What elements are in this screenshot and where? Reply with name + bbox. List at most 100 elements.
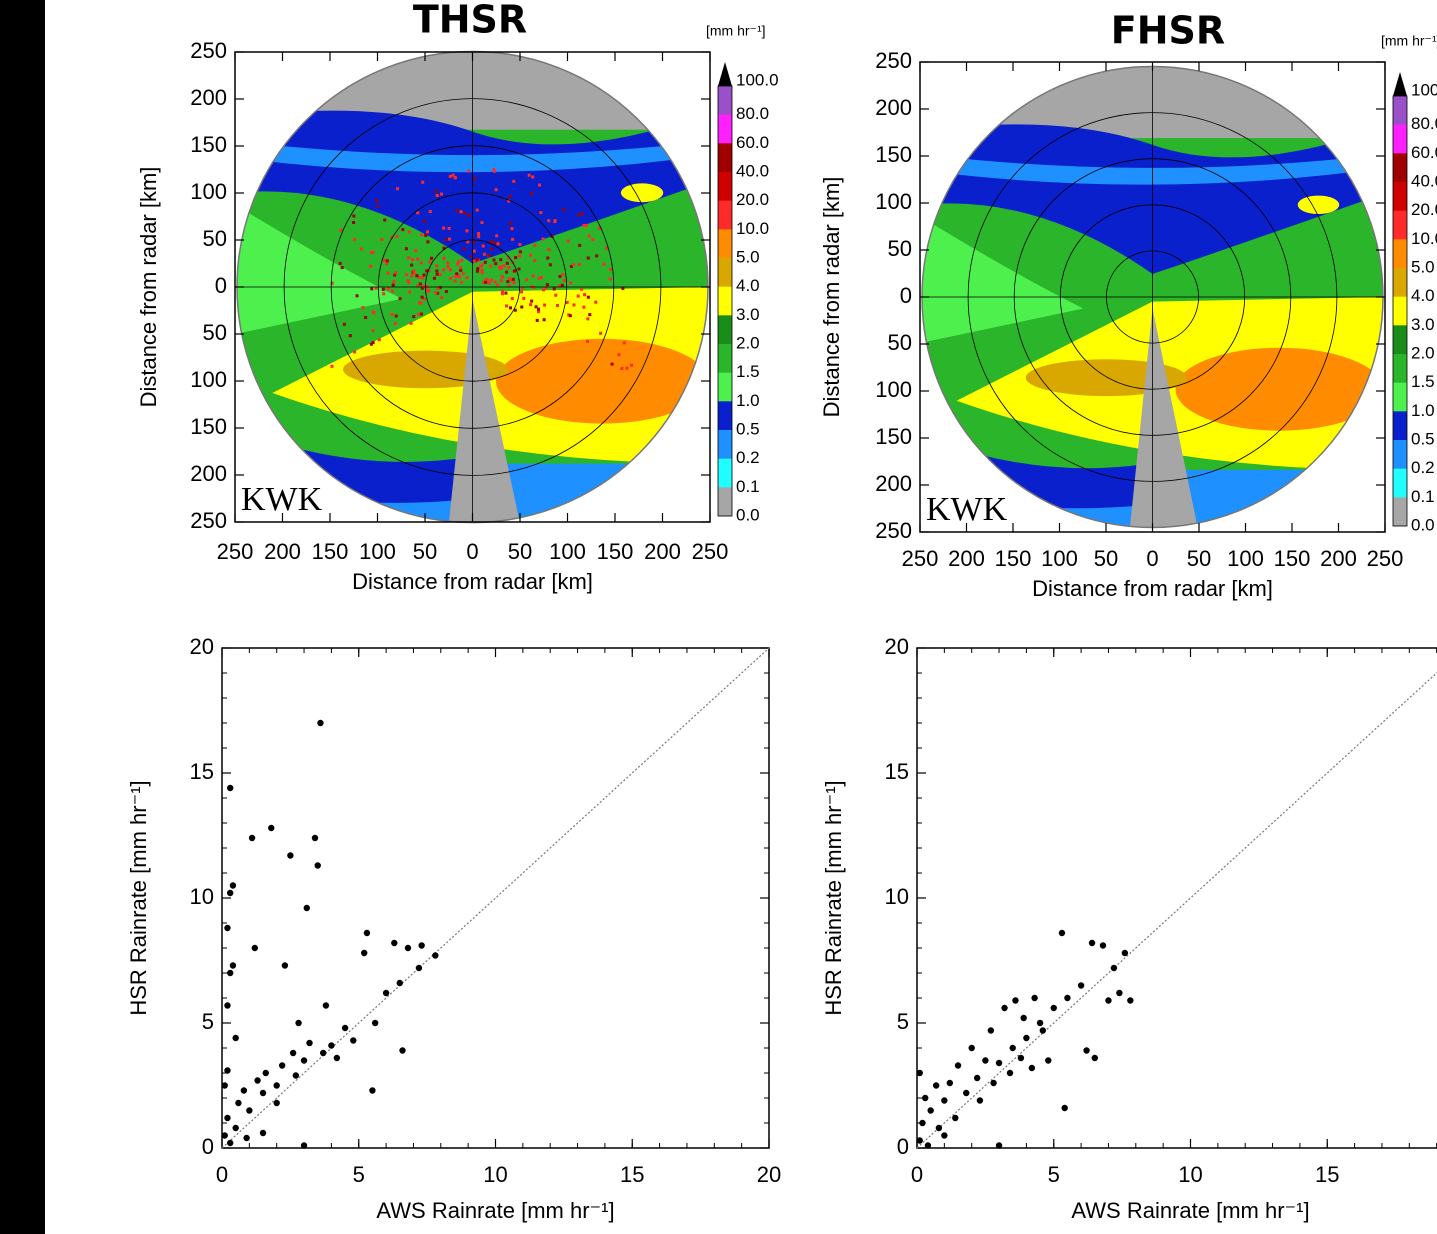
echo-speckle bbox=[630, 363, 634, 367]
echo-speckle bbox=[404, 273, 408, 277]
echo-speckle bbox=[456, 262, 460, 266]
echo-speckle bbox=[381, 287, 385, 291]
echo-speckle bbox=[507, 266, 511, 270]
echo-speckle bbox=[371, 341, 375, 345]
echo-speckle bbox=[459, 268, 463, 272]
y-tick-label: 0 bbox=[202, 1134, 214, 1159]
scatter-point bbox=[300, 1142, 308, 1149]
colorbar-bin bbox=[718, 344, 732, 374]
colorbar-label: 5.0 bbox=[1411, 257, 1435, 276]
echo-speckle bbox=[505, 304, 509, 308]
echo-speckle bbox=[440, 296, 444, 300]
scatter-point bbox=[232, 1124, 239, 1132]
echo-speckle bbox=[444, 290, 448, 294]
echo-speckle bbox=[543, 303, 547, 307]
colorbar-title: [mm hr⁻¹] bbox=[1381, 33, 1437, 49]
echo-speckle bbox=[448, 276, 452, 280]
echo-speckle bbox=[342, 322, 346, 326]
echo-speckle bbox=[566, 239, 570, 243]
echo-speckle bbox=[547, 248, 551, 252]
echo-speckle bbox=[461, 271, 465, 275]
echo-speckle bbox=[444, 238, 448, 242]
y-tick-label: 50 bbox=[888, 330, 912, 355]
echo-speckle bbox=[339, 228, 343, 232]
echo-speckle bbox=[460, 280, 464, 284]
x-tick-label: 100 bbox=[1227, 546, 1264, 571]
echo-speckle bbox=[469, 255, 473, 259]
plot-frame bbox=[234, 51, 711, 523]
colorbar-bin bbox=[1393, 411, 1407, 441]
echo-speckle bbox=[620, 367, 624, 371]
x-tick-label: 200 bbox=[264, 539, 301, 564]
colorbar-bin bbox=[1393, 325, 1407, 355]
echo-speckle bbox=[571, 263, 575, 267]
echo-speckle bbox=[514, 256, 518, 260]
y-tick-label: 50 bbox=[888, 236, 912, 261]
y-tick-label: 50 bbox=[203, 226, 227, 251]
y-tick-label: 15 bbox=[190, 759, 214, 784]
echo-speckle bbox=[390, 235, 394, 239]
y-tick-label: 50 bbox=[203, 320, 227, 345]
echo-speckle bbox=[395, 234, 399, 238]
echo-speckle bbox=[583, 293, 587, 297]
echo-speckle bbox=[558, 274, 562, 278]
echo-speckle bbox=[595, 254, 599, 258]
echo-speckle bbox=[372, 311, 376, 315]
scatter-point bbox=[232, 1034, 239, 1042]
echo-speckle bbox=[438, 272, 442, 276]
colorbar-label: 100.0 bbox=[1411, 80, 1437, 99]
scatter-point bbox=[306, 1039, 313, 1047]
echo-speckle bbox=[417, 275, 421, 279]
scatter-point bbox=[246, 1107, 253, 1114]
echo-speckle bbox=[610, 362, 614, 366]
scatter-point bbox=[328, 1042, 335, 1049]
echo-speckle bbox=[577, 262, 581, 266]
echo-speckle bbox=[396, 187, 400, 191]
echo-speckle bbox=[423, 219, 427, 223]
echo-speckle bbox=[480, 221, 484, 225]
colorbar-label: 0.1 bbox=[736, 477, 760, 496]
echo-speckle bbox=[472, 240, 476, 244]
echo-speckle bbox=[467, 169, 471, 173]
colorbar-bin bbox=[718, 114, 732, 144]
echo-speckle bbox=[506, 256, 510, 260]
echo-speckle bbox=[547, 219, 551, 223]
echo-speckle bbox=[577, 213, 581, 217]
echo-yellow-east bbox=[1297, 195, 1340, 215]
scatter-point bbox=[1058, 929, 1066, 937]
echo-speckle bbox=[434, 190, 438, 194]
echo-speckle bbox=[422, 297, 426, 301]
x-axis-label: Distance from radar [km] bbox=[352, 569, 593, 594]
scatter-point bbox=[916, 1137, 923, 1144]
echo-speckle bbox=[529, 253, 533, 257]
echo-speckle bbox=[500, 275, 504, 279]
x-tick-label: 250 bbox=[902, 546, 939, 571]
echo-speckle bbox=[467, 213, 471, 217]
echo-speckle bbox=[371, 329, 375, 333]
echo-speckle bbox=[497, 242, 501, 246]
echo-yellow-east bbox=[620, 183, 664, 203]
echo-speckle bbox=[500, 292, 504, 296]
scatter-point bbox=[224, 1067, 231, 1074]
echo-speckle bbox=[582, 305, 586, 309]
colorbar-label: 5.0 bbox=[736, 247, 760, 266]
echo-speckle bbox=[494, 262, 498, 266]
echo-speckle bbox=[545, 283, 549, 287]
echo-speckle bbox=[505, 270, 509, 274]
echo-speckle bbox=[584, 223, 588, 227]
scatter-point bbox=[1050, 1004, 1057, 1012]
y-tick-label: 5 bbox=[202, 1009, 214, 1034]
echo-speckle bbox=[410, 274, 414, 278]
echo-speckle bbox=[436, 286, 440, 290]
colorbar-label: 60.0 bbox=[736, 133, 769, 152]
scatter-point bbox=[224, 1114, 231, 1122]
x-tick-label: 100 bbox=[1041, 546, 1078, 571]
scatter-point bbox=[371, 1019, 379, 1027]
echo-speckle bbox=[453, 274, 457, 278]
echo-speckle bbox=[567, 313, 571, 317]
echo-speckle bbox=[394, 271, 398, 275]
colorbar-bin bbox=[1393, 239, 1407, 269]
one-to-one-line bbox=[221, 647, 770, 1149]
scatter-point bbox=[262, 1069, 269, 1077]
y-tick-label: 250 bbox=[875, 48, 912, 73]
